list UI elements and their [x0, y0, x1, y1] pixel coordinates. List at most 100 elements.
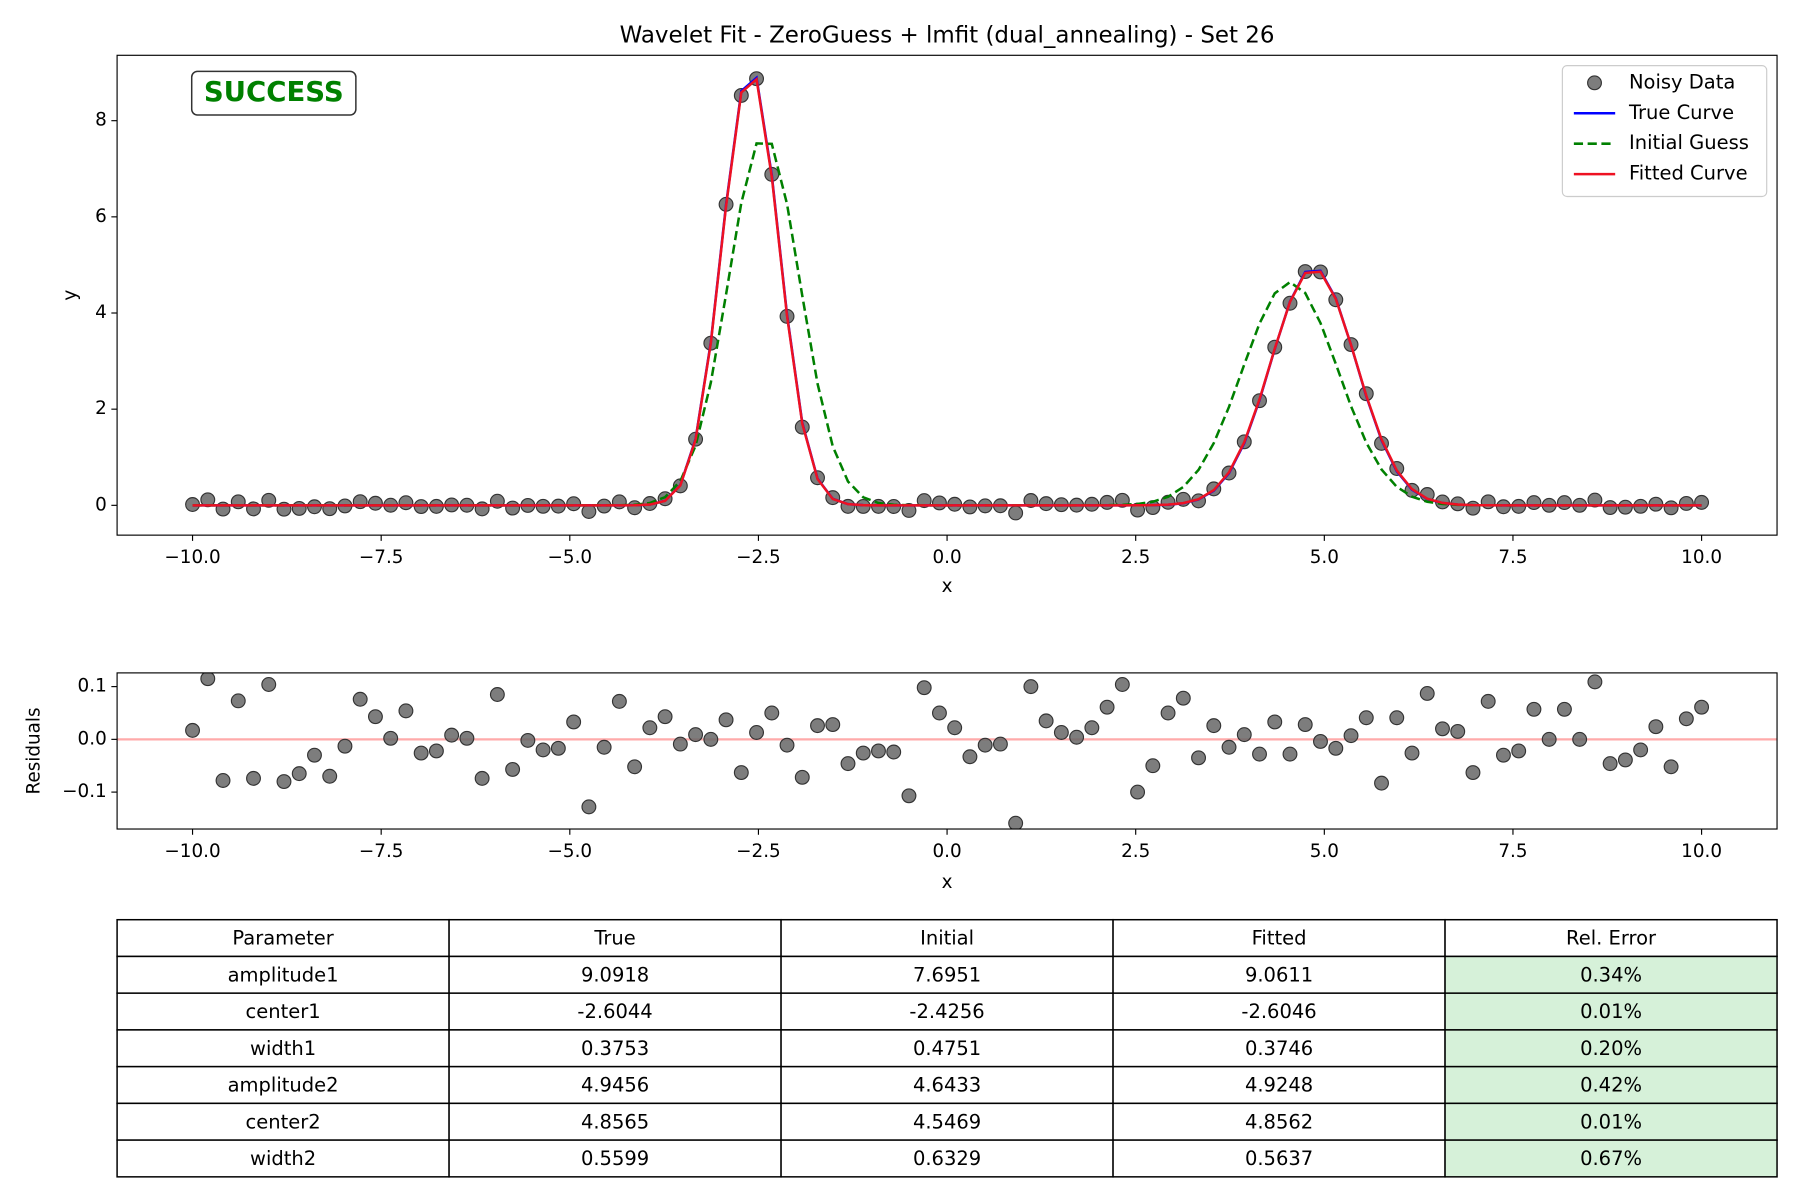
data-point: [1694, 699, 1710, 715]
legend-label: Noisy Data: [1629, 70, 1735, 93]
table-cell-text: -2.4256: [909, 1000, 984, 1023]
data-point: [413, 745, 429, 761]
data-point: [550, 740, 566, 756]
x-tick-label: 0.0: [932, 547, 961, 568]
data-point: [749, 725, 765, 740]
data-point: [307, 747, 322, 763]
data-point: [1358, 710, 1374, 726]
data-point: [1633, 742, 1649, 758]
data-point: [1023, 493, 1039, 508]
data-point: [1663, 759, 1679, 775]
data-point: [1099, 494, 1115, 510]
x-tick-label: 2.5: [1121, 547, 1150, 568]
table-cell-text: 4.8565: [581, 1110, 649, 1133]
table-cell-text: 0.4751: [913, 1037, 981, 1060]
data-point: [215, 773, 231, 788]
data-point: [901, 503, 917, 518]
data-point: [1526, 495, 1542, 511]
data-point: [1617, 752, 1633, 768]
data-point: [566, 496, 582, 512]
data-point: [1221, 739, 1237, 755]
y-tick-label: 6: [95, 206, 107, 227]
table-cell: [448, 1065, 782, 1105]
table-cell: [116, 918, 450, 958]
x-tick-label: −7.5: [359, 547, 404, 568]
data-point: [596, 739, 612, 755]
data-point: [1617, 499, 1633, 515]
data-point: [1389, 710, 1405, 726]
y-axis-label: y: [60, 290, 81, 301]
table-cell: [1444, 1139, 1778, 1178]
table-cell: [1444, 1029, 1778, 1068]
data-point: [1404, 745, 1420, 761]
table-cell-text: 0.34%: [1580, 963, 1642, 986]
data-point: [825, 717, 841, 733]
data-point: [1038, 496, 1054, 512]
axes-frame: [116, 54, 1778, 536]
x-tick-label: 5.0: [1310, 841, 1339, 862]
table-cell-text: 9.0918: [581, 963, 649, 986]
data-point: [535, 742, 551, 758]
data-point: [1465, 765, 1481, 781]
y-tick-label: 2: [95, 398, 107, 419]
table-cell-text: 0.3753: [581, 1037, 649, 1060]
plot-area: [117, 672, 1778, 830]
x-tick-label: 10.0: [1681, 841, 1722, 862]
table-cell: [780, 955, 1114, 994]
table-header-text: Parameter: [232, 927, 334, 950]
x-tick-label: 5.0: [1310, 547, 1339, 568]
data-point: [459, 730, 475, 746]
data-point: [581, 504, 597, 519]
data-point: [489, 687, 505, 702]
x-tick-label: −5.0: [548, 547, 593, 568]
data-point: [1023, 679, 1039, 695]
chart-title: Wavelet Fit - ZeroGuess + lmfit (dual_an…: [620, 22, 1275, 48]
data-point: [1526, 701, 1542, 717]
data-point: [962, 499, 978, 515]
data-point: [703, 731, 719, 747]
table-cell: [1112, 1029, 1446, 1068]
table-cell-text: 0.42%: [1580, 1074, 1642, 1097]
data-point: [1160, 705, 1176, 721]
data-point: [1343, 728, 1359, 744]
table-cell-text: width2: [250, 1147, 316, 1170]
data-point: [1480, 693, 1496, 709]
table-cell-text: center1: [246, 1000, 321, 1023]
data-point: [1313, 734, 1328, 749]
y-tick-label: 4: [95, 302, 107, 323]
table-cell: [780, 992, 1114, 1031]
data-point: [931, 705, 947, 721]
status-text: SUCCESS: [204, 76, 344, 108]
axes-frame: [116, 672, 1778, 830]
x-tick-label: 0.0: [932, 841, 961, 862]
table-cell-text: 0.01%: [1580, 1110, 1642, 1133]
data-point: [1297, 717, 1313, 733]
table-cell: [448, 955, 782, 994]
x-tick-label: −5.0: [548, 841, 593, 862]
data-point: [520, 732, 536, 748]
data-point: [962, 749, 978, 765]
data-point: [505, 761, 521, 777]
table-cell: [116, 1102, 450, 1141]
curve: [192, 76, 1702, 507]
data-point: [1495, 499, 1511, 515]
table-cell: [1444, 1065, 1778, 1105]
x-axis-label: x: [942, 576, 953, 597]
data-point: [200, 492, 216, 508]
table-cell-text: 4.5469: [913, 1110, 981, 1133]
x-tick-label: 7.5: [1498, 841, 1527, 862]
data-point: [1465, 500, 1481, 516]
x-tick-label: −10.0: [164, 841, 220, 862]
data-point: [1541, 731, 1557, 747]
data-point: [398, 703, 414, 719]
x-tick-label: 2.5: [1121, 841, 1150, 862]
data-point: [291, 766, 307, 782]
table-cell: [780, 1102, 1114, 1141]
data-point: [566, 714, 582, 730]
data-point: [1694, 494, 1710, 510]
x-tick-label: 10.0: [1681, 547, 1722, 568]
data-point: [1191, 750, 1207, 766]
data-point: [1114, 677, 1130, 692]
table-cell: [448, 1139, 782, 1178]
